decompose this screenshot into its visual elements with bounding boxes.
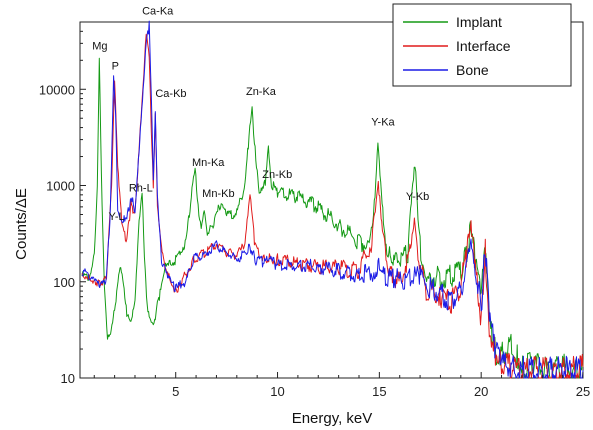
series-line-interface: [81, 33, 584, 379]
peak-label: Mg: [92, 40, 107, 52]
series-implant: [81, 57, 584, 379]
legend: Implant Interface Bone: [392, 3, 572, 87]
peak-label: Y-Kb: [406, 191, 429, 203]
x-tick-label: 10: [270, 384, 284, 399]
peak-label: Ca-Ka: [142, 5, 174, 17]
y-axis-title: Counts/ΔE: [13, 188, 30, 260]
peak-label: Mn-Kb: [202, 188, 234, 200]
x-tick-label: 25: [576, 384, 590, 399]
peak-label: Mn-Ka: [192, 157, 225, 169]
legend-box: [392, 3, 572, 87]
x-axis-title: Energy, keV: [292, 410, 373, 427]
series-interface: [81, 33, 584, 379]
peak-label: Rh-L: [129, 182, 153, 194]
series-line-implant: [81, 57, 584, 379]
x-tick-label: 15: [372, 384, 386, 399]
x-axis: 5 10 15 20 25: [93, 372, 590, 399]
peak-label: Y-L: [109, 211, 125, 223]
y-axis: 10 100 1000 10000: [39, 21, 86, 386]
peak-label: Ca-Kb: [155, 88, 186, 100]
legend-label: Bone: [456, 62, 489, 78]
y-tick-label: 10000: [39, 82, 75, 97]
y-tick-label: 100: [53, 275, 75, 290]
peak-label: Zn-Ka: [246, 86, 277, 98]
peak-label: Y-Ka: [371, 117, 395, 129]
peak-annotations: Mg P Ca-Ka Ca-Kb Mn-Ka Mn-Kb Zn-Ka Zn-Kb Rh-L Y-L…: [92, 5, 429, 222]
peak-label: P: [112, 61, 119, 73]
legend-label: Interface: [456, 38, 511, 54]
y-tick-label: 1000: [46, 179, 75, 194]
series-line-bone: [81, 20, 584, 379]
legend-label: Implant: [456, 14, 502, 30]
y-tick-label: 10: [61, 371, 75, 386]
x-tick-label: 5: [172, 384, 179, 399]
series-bone: [81, 20, 584, 379]
x-tick-label: 20: [474, 384, 488, 399]
peak-label: Zn-Kb: [262, 169, 292, 181]
